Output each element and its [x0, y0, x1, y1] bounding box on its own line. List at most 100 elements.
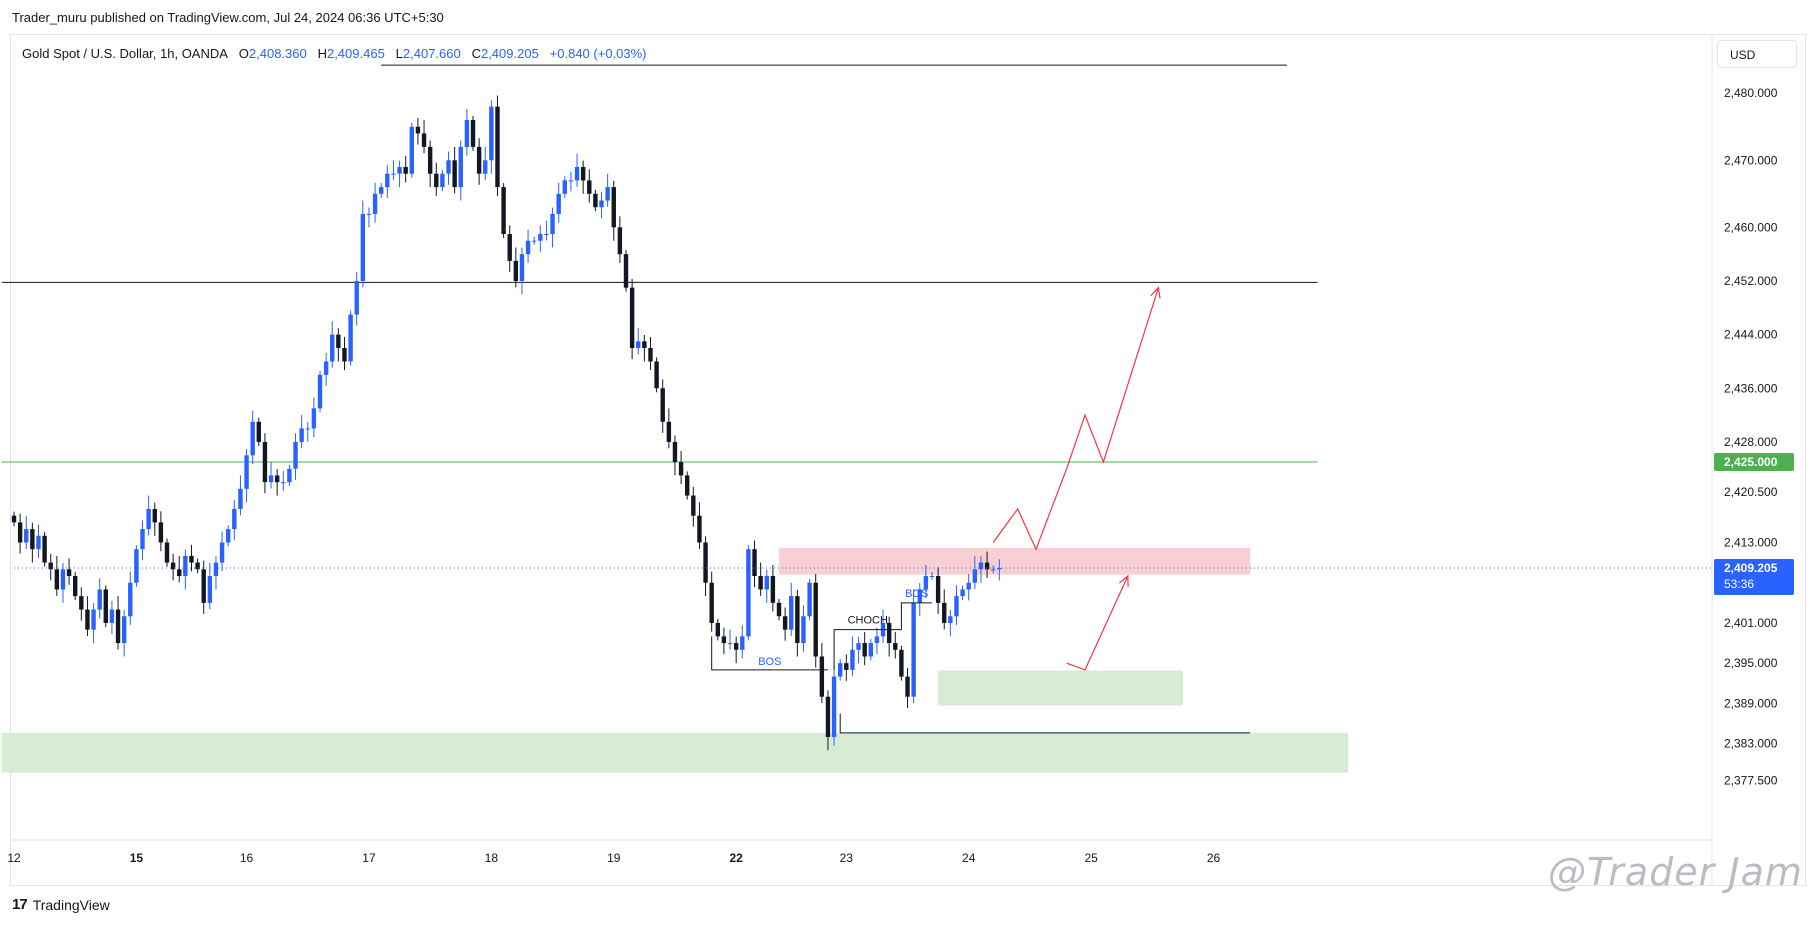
candle-body [476, 146, 482, 174]
candle-body [91, 609, 96, 630]
candle-body [831, 676, 837, 737]
candle-body [336, 334, 341, 349]
candle-body [379, 187, 384, 194]
candle-body [305, 428, 310, 430]
candle-body [170, 562, 176, 570]
candle-body [256, 421, 261, 442]
candle-body [11, 515, 17, 523]
candle-body [299, 428, 304, 442]
candle-body [685, 475, 690, 496]
projection-arrowhead-2 [1118, 574, 1129, 588]
candle-body [629, 287, 635, 349]
candle-body [972, 569, 978, 583]
structure-line-3 [839, 713, 1251, 734]
candle-body [317, 374, 323, 409]
candle-body [648, 348, 653, 362]
candle-body [366, 213, 372, 215]
candle-body [715, 622, 720, 637]
candle-body [195, 562, 200, 570]
candle-body [856, 643, 861, 650]
candle-body [593, 193, 598, 208]
chart-frame [10, 34, 1806, 886]
y-tick-label: 2,428.000 [1724, 435, 1778, 449]
y-tick-label: 2,470.000 [1724, 153, 1778, 167]
currency-selector[interactable]: USD [1717, 40, 1797, 68]
candle-body [66, 569, 72, 577]
candle-body [409, 126, 414, 174]
candle-body [238, 488, 243, 509]
tradingview-logo[interactable]: 17 TradingView [12, 896, 110, 913]
candle-body [642, 341, 647, 349]
candle-body [954, 596, 959, 617]
y-tick-label: 2,436.000 [1724, 381, 1778, 395]
candle-body [746, 549, 751, 637]
x-tick-label: 23 [840, 851, 854, 865]
candle-body [556, 193, 561, 214]
candle-body [801, 616, 806, 644]
tradingview-brand: TradingView [32, 896, 110, 913]
candle-body [348, 314, 353, 362]
candle-body [733, 643, 739, 650]
candle-body [868, 643, 873, 657]
candle-body [752, 549, 757, 577]
candle-body [905, 676, 910, 697]
y-tick-label: 2,480.000 [1724, 86, 1778, 100]
candle-body [281, 482, 286, 484]
y-tick-label: 2,377.500 [1724, 774, 1778, 788]
candle-body [519, 254, 525, 281]
x-tick-label: 16 [240, 851, 254, 865]
candle-body [525, 240, 531, 255]
candle-body [978, 562, 984, 570]
candle-body [103, 589, 108, 623]
candle-body [287, 468, 292, 483]
candle-body [48, 562, 53, 570]
candle-body [54, 569, 60, 590]
candle-body [599, 200, 604, 208]
candle-body [838, 663, 843, 677]
candle-body [140, 529, 145, 550]
candle-body [991, 569, 996, 571]
x-tick-label: 25 [1084, 851, 1098, 865]
y-tick-label: 2,401.000 [1724, 616, 1778, 630]
candle-body [660, 388, 665, 422]
structure-label-2: BOS [905, 588, 928, 600]
candle-body [899, 649, 904, 677]
candle-body [483, 160, 488, 174]
legend-low-label: L [395, 46, 403, 61]
y-tick-label: 2,460.000 [1724, 220, 1778, 234]
candle-body [929, 576, 935, 578]
candle-body [532, 240, 537, 242]
legend-open-label: O [238, 46, 249, 61]
candle-body [703, 542, 708, 583]
candle-body [421, 133, 427, 147]
structure-label-0: BOS [758, 656, 781, 668]
green-level-tag-label: 2,425.000 [1724, 455, 1778, 469]
candle-body [617, 227, 623, 255]
legend-symbol[interactable]: Gold Spot / U.S. Dollar, 1h, OANDA [22, 46, 228, 61]
x-tick-label: 18 [485, 851, 499, 865]
candle-body [164, 542, 170, 563]
candle-body [427, 146, 433, 174]
candle-body [825, 696, 831, 737]
green-level-tag [1714, 453, 1794, 472]
y-tick-label: 2,420.500 [1724, 485, 1778, 499]
candle-body [813, 582, 818, 657]
candle-body [434, 173, 439, 188]
candle-body [152, 508, 157, 523]
candle-body [789, 596, 794, 630]
candle-body [611, 187, 616, 228]
candle-body [244, 455, 249, 489]
candle-body [354, 280, 359, 315]
candle-body [568, 180, 574, 182]
y-tick-label: 2,389.000 [1724, 696, 1778, 710]
candle-body [397, 166, 402, 174]
candle-body [795, 596, 800, 644]
legend-close-label: C [471, 46, 481, 61]
candle-body [776, 602, 782, 617]
x-tick-label: 24 [962, 851, 976, 865]
candle-body [807, 582, 812, 617]
x-tick-label: 19 [607, 851, 621, 865]
candle-body [293, 441, 298, 469]
candle-body [189, 555, 194, 563]
